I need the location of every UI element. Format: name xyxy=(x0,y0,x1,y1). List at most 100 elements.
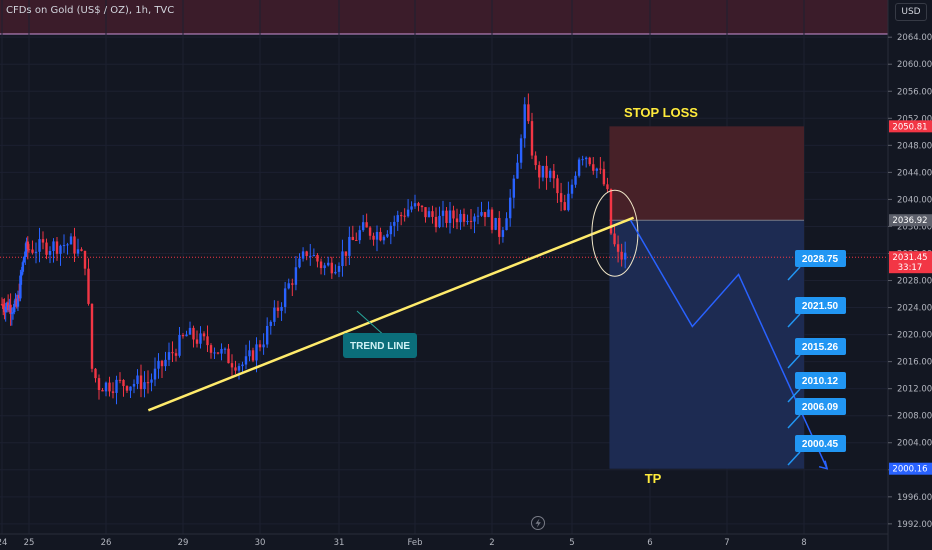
candle-up xyxy=(104,382,108,392)
candle-down xyxy=(616,244,620,252)
candle-down xyxy=(80,249,83,251)
candle-down xyxy=(602,169,606,185)
candle-down xyxy=(455,218,459,223)
candle-up xyxy=(413,203,417,207)
candle-down xyxy=(556,178,559,194)
price-tag xyxy=(889,251,932,274)
candle-down xyxy=(0,304,4,306)
candle-up xyxy=(393,221,396,226)
candle-down xyxy=(9,304,12,315)
candle-up xyxy=(62,245,66,247)
candle-up xyxy=(301,251,305,259)
candle-up xyxy=(375,231,379,240)
candle-up xyxy=(14,298,17,304)
candle-up xyxy=(476,215,480,217)
candle-down xyxy=(372,235,375,240)
y-tick-label: 2040.00 xyxy=(897,195,932,205)
target-callout-box xyxy=(795,435,846,452)
candle-up xyxy=(4,306,7,313)
candle-down xyxy=(216,352,220,354)
candle-up xyxy=(262,344,265,348)
candle-down xyxy=(462,213,466,222)
candle-down xyxy=(94,368,97,379)
candle-up xyxy=(287,283,290,289)
candle-up xyxy=(241,364,244,367)
candle-up xyxy=(294,267,298,285)
candle-up xyxy=(448,210,452,223)
candle-down xyxy=(609,189,613,234)
candle-up xyxy=(508,197,512,219)
candle-up xyxy=(22,257,26,263)
x-tick-label: 25 xyxy=(24,538,35,548)
candle-up xyxy=(519,138,523,163)
candle-up xyxy=(312,255,316,257)
candle-down xyxy=(17,294,21,299)
candle-down xyxy=(424,207,427,218)
trend-callout-pointer xyxy=(356,310,387,338)
candle-up xyxy=(19,275,22,299)
target-callout-box xyxy=(795,372,846,389)
symbol-title: CFDs on Gold (US$ / OZ), 1h, TVC xyxy=(6,5,175,16)
candle-down xyxy=(73,236,76,254)
price-tag-label: 2050.81 xyxy=(892,122,927,132)
candle-up xyxy=(480,212,483,216)
trend-callout-box xyxy=(343,333,417,358)
candle-up xyxy=(577,159,581,176)
price-tag-label: 2031.45 xyxy=(892,253,927,263)
candle-up xyxy=(25,241,28,252)
candle-up xyxy=(129,386,132,391)
target-callout-label: 2021.50 xyxy=(802,301,839,312)
candle-up xyxy=(523,104,526,139)
candle-up xyxy=(5,302,9,307)
x-axis[interactable]: 242526293031Feb25678 xyxy=(0,533,888,548)
candle-up xyxy=(164,359,167,367)
candle-down xyxy=(122,380,125,387)
candle-up xyxy=(143,382,146,390)
candle-up xyxy=(323,265,326,269)
trend-callout-label: TREND LINE xyxy=(350,341,410,352)
candle-up xyxy=(459,213,462,223)
candle-up xyxy=(541,165,545,178)
candle-up xyxy=(487,209,490,218)
candle-down xyxy=(305,251,308,256)
y-tick-label: 2036.00 xyxy=(897,222,932,232)
target-callout-box xyxy=(795,338,846,355)
candle-down xyxy=(559,193,563,203)
candle-up xyxy=(265,325,269,345)
candle-up xyxy=(248,350,251,357)
candle-down xyxy=(202,333,206,337)
candle-down xyxy=(209,345,213,353)
candle-up xyxy=(153,368,157,380)
candle-down xyxy=(530,121,534,156)
lightning-bolt-icon[interactable] xyxy=(531,516,545,530)
candle-down xyxy=(368,227,372,236)
candle-down xyxy=(101,389,104,392)
candle-up xyxy=(396,215,399,222)
target-callout-pointer xyxy=(787,266,801,281)
y-tick-label: 2004.00 xyxy=(897,439,932,449)
candle-down xyxy=(330,262,334,274)
y-tick-label: 1992.00 xyxy=(897,520,932,530)
candle-up xyxy=(501,230,505,237)
candle-down xyxy=(171,352,174,354)
candle-down xyxy=(87,268,90,304)
candle-down xyxy=(26,241,29,250)
y-tick-label: 2056.00 xyxy=(897,87,932,97)
currency-button[interactable]: USD xyxy=(895,3,927,21)
x-tick-label: Feb xyxy=(407,538,422,548)
candle-up xyxy=(21,262,25,272)
arrow-head-icon xyxy=(818,460,829,470)
x-tick-label: 26 xyxy=(101,538,112,548)
candle-up xyxy=(581,159,584,161)
candle-up xyxy=(178,335,181,356)
y-tick-label: 2052.00 xyxy=(897,114,932,124)
candle-down xyxy=(365,222,368,228)
candle-down xyxy=(527,104,530,122)
candle-down xyxy=(545,165,548,178)
candle-down xyxy=(351,236,355,241)
x-tick-label: 5 xyxy=(569,538,574,548)
candle-down xyxy=(316,255,319,262)
y-tick-label: 2060.00 xyxy=(897,60,932,70)
